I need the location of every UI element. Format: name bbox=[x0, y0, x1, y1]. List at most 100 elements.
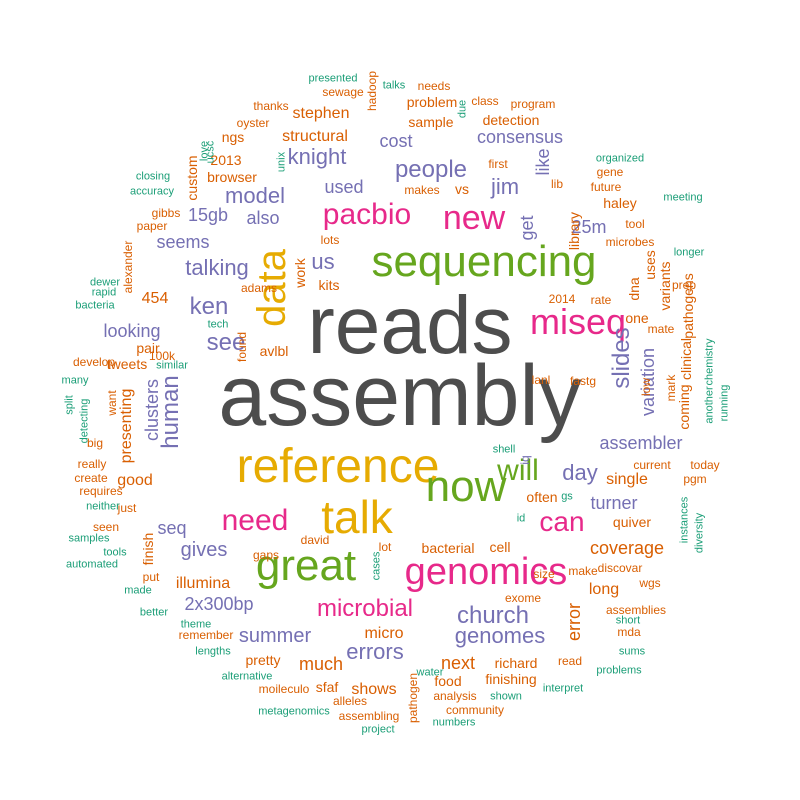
word-2x300bp: 2x300bp bbox=[184, 594, 254, 614]
word-stephen: stephen bbox=[292, 105, 350, 122]
word-big: big bbox=[86, 436, 104, 450]
word-gs: gs bbox=[561, 490, 573, 503]
word-future: future bbox=[590, 180, 622, 194]
word-work: work bbox=[292, 258, 308, 288]
word-finishing: finishing bbox=[485, 671, 537, 687]
word-class: class bbox=[471, 94, 499, 108]
word-sewage: sewage bbox=[322, 85, 364, 99]
word-gives: gives bbox=[180, 539, 228, 561]
word-dna: dna bbox=[626, 277, 642, 301]
word-miseq: miseq bbox=[529, 301, 627, 342]
word-lib: lib bbox=[550, 177, 564, 191]
word-read: read bbox=[557, 654, 583, 668]
word-rapid: rapid bbox=[91, 286, 117, 299]
word-mark: mark bbox=[664, 374, 678, 402]
word-used: used bbox=[324, 177, 364, 197]
word-current: current bbox=[633, 458, 671, 472]
word-microbes: microbes bbox=[605, 235, 655, 249]
word-food: food bbox=[434, 673, 462, 689]
word-kits: kits bbox=[318, 277, 340, 293]
word-pacbio: pacbio bbox=[322, 198, 412, 231]
word-problems: problems bbox=[596, 664, 642, 677]
word-metagenomics: metagenomics bbox=[258, 705, 330, 718]
word-makes: makes bbox=[404, 183, 440, 197]
word-adams: adams bbox=[240, 281, 278, 295]
word-want: want bbox=[105, 390, 119, 416]
word-lots: lots bbox=[320, 233, 340, 247]
word-uses: uses bbox=[642, 250, 658, 280]
word-made: made bbox=[124, 584, 152, 597]
word-see: see bbox=[206, 329, 246, 356]
word-alternative: alternative bbox=[221, 670, 273, 683]
word-tech: tech bbox=[207, 318, 229, 331]
word-will: will bbox=[497, 454, 539, 487]
word-tool: tool bbox=[625, 217, 645, 231]
word-theme: theme bbox=[180, 618, 212, 631]
word-assembly: assembly bbox=[218, 348, 582, 444]
word-gibbs: gibbs bbox=[151, 206, 181, 220]
word-cost: cost bbox=[379, 131, 413, 151]
word-alleles: alleles bbox=[332, 694, 368, 708]
word-develop: develop bbox=[72, 355, 116, 369]
word-next: next bbox=[440, 653, 476, 673]
word-pathogen: pathogen bbox=[406, 672, 420, 724]
word-create: create bbox=[74, 471, 108, 485]
word-pgm: pgm bbox=[683, 472, 707, 486]
word-rate: rate bbox=[590, 293, 612, 307]
word-alexander: alexander bbox=[121, 240, 135, 294]
word-instances: instances bbox=[678, 496, 691, 544]
word-requires: requires bbox=[79, 484, 123, 498]
word-pretty: pretty bbox=[245, 652, 281, 668]
word-quiver: quiver bbox=[612, 514, 652, 530]
word-hadoop: hadoop bbox=[365, 70, 379, 112]
word-often: often bbox=[526, 489, 558, 505]
word-turner: turner bbox=[590, 493, 638, 513]
word-error: error bbox=[564, 602, 584, 642]
word-size: size bbox=[533, 567, 555, 581]
word-prep: prep bbox=[671, 278, 697, 292]
word-first: first bbox=[488, 157, 508, 171]
word-shell: shell bbox=[492, 443, 516, 456]
word-sequencing: sequencing bbox=[371, 237, 597, 286]
word-needs: needs bbox=[417, 79, 451, 93]
word-accuracy: accuracy bbox=[129, 185, 175, 198]
word-tools: tools bbox=[103, 546, 127, 559]
word-due: due bbox=[456, 99, 469, 119]
word-cell: cell bbox=[489, 539, 511, 555]
word-bacteria: bacteria bbox=[75, 299, 115, 312]
word-pair: pair bbox=[136, 340, 160, 356]
word-clinical: clinical bbox=[678, 337, 694, 381]
word-presented: presented bbox=[308, 72, 358, 85]
word-2014: 2014 bbox=[548, 292, 576, 306]
word-looking: looking bbox=[103, 321, 161, 341]
word-micro: micro bbox=[364, 625, 404, 642]
word-david: david bbox=[300, 533, 330, 547]
word-make: make bbox=[568, 564, 598, 578]
word-browser: browser bbox=[207, 169, 257, 185]
word-human: human bbox=[157, 375, 184, 449]
word-similar: similar bbox=[156, 359, 188, 372]
word-numbers: numbers bbox=[432, 716, 476, 729]
word-day: day bbox=[562, 460, 598, 485]
word-tweets: tweets bbox=[106, 356, 148, 372]
word-found: found bbox=[235, 331, 249, 363]
word-assembler: assembler bbox=[599, 433, 683, 453]
word-haley: haley bbox=[603, 195, 637, 211]
word-assemblies: assemblies bbox=[605, 603, 667, 617]
word-program: program bbox=[510, 97, 556, 111]
word-today: today bbox=[690, 458, 720, 472]
word-samples: samples bbox=[68, 532, 110, 545]
word-iq: iq bbox=[518, 455, 532, 465]
word-shows: shows bbox=[351, 681, 397, 698]
word-2013: 2013 bbox=[210, 152, 242, 168]
word-put: put bbox=[142, 570, 160, 584]
word-running: running bbox=[718, 384, 731, 422]
word-new: new bbox=[442, 199, 506, 237]
word-genomics: genomics bbox=[404, 551, 568, 593]
word-closing: closing bbox=[135, 170, 171, 183]
word-people: people bbox=[394, 156, 468, 183]
word-coming: coming bbox=[676, 384, 692, 430]
word-need: need bbox=[221, 504, 289, 537]
word-also: also bbox=[246, 208, 280, 228]
word-good: good bbox=[117, 472, 153, 489]
